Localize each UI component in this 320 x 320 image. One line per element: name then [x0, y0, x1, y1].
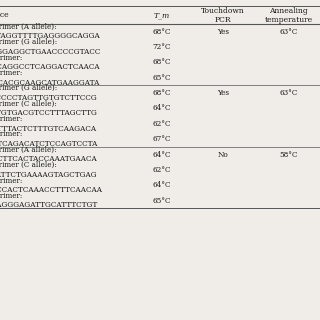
Text: 65°C: 65°C — [153, 197, 171, 205]
Text: Inner primer (C allele):
5’-TCAATTCTGAAAAGTAGCTGAG: Inner primer (C allele): 5’-TCAATTCTGAAA… — [0, 161, 98, 179]
Text: 64°C: 64°C — [153, 105, 171, 113]
Text: 64°C: 64°C — [153, 151, 171, 159]
Text: No: No — [218, 151, 229, 159]
Text: 58°C: 58°C — [279, 151, 298, 159]
Text: Inner primer (A allele):
5’-GCACTTCACTACCAAATGAACA: Inner primer (A allele): 5’-GCACTTCACTAC… — [0, 146, 98, 163]
Text: 62°C: 62°C — [153, 166, 171, 174]
Text: Yes: Yes — [217, 28, 229, 36]
Text: Outer primer:
5’-ACACAGGCCTCAGGACTCAACA: Outer primer: 5’-ACACAGGCCTCAGGACTCAACA — [0, 54, 100, 71]
Text: 63°C: 63°C — [279, 28, 298, 36]
Text: 72°C: 72°C — [153, 43, 171, 51]
Text: 64°C: 64°C — [153, 181, 171, 189]
Text: Outer primer:
5’-GGACACGCAAGCATGAAGGATA: Outer primer: 5’-GGACACGCAAGCATGAAGGATA — [0, 69, 100, 86]
Text: Touchdown
PCR: Touchdown PCR — [201, 7, 245, 24]
Text: 62°C: 62°C — [153, 120, 171, 128]
Text: T_m: T_m — [154, 11, 170, 19]
Text: Outer primer:
5’-CTCCCACTCAAACCTTTCAACAA: Outer primer: 5’-CTCCCACTCAAACCTTTCAACAA — [0, 177, 103, 194]
Text: 68°C: 68°C — [153, 59, 171, 67]
Text: 67°C: 67°C — [153, 135, 171, 143]
Text: Inner primer (G allele):
5’-CCTGGAGGCTGAACCCCGTACC: Inner primer (G allele): 5’-CCTGGAGGCTGA… — [0, 38, 101, 56]
Text: Annealing
temperature: Annealing temperature — [264, 7, 312, 24]
Text: Yes: Yes — [217, 89, 229, 97]
Text: Inner primer (A allele):
5’-CAATAGGTTTTGAGGGGCAGGA: Inner primer (A allele): 5’-CAATAGGTTTTG… — [0, 23, 100, 40]
Text: Outer primer:
5’-AGCTTTACTCTTTGTCAAGACA: Outer primer: 5’-AGCTTTACTCTTTGTCAAGACA — [0, 115, 97, 132]
Text: Sequence: Sequence — [0, 11, 10, 19]
Text: 63°C: 63°C — [279, 89, 298, 97]
Text: 65°C: 65°C — [153, 74, 171, 82]
Text: 68°C: 68°C — [153, 89, 171, 97]
Text: Outer primer:
5’-GCTAGGGAGATTGCATTTCTGT: Outer primer: 5’-GCTAGGGAGATTGCATTTCTGT — [0, 192, 98, 209]
Text: Outer primer:
5’-GCCTCAGACATCTCCAGTCCTA: Outer primer: 5’-GCCTCAGACATCTCCAGTCCTA — [0, 131, 98, 148]
Text: Inner primer (G allele):
5’-TTCCCCCTAGTTGTGTCTTCCG: Inner primer (G allele): 5’-TTCCCCCTAGTT… — [0, 84, 98, 102]
Text: 68°C: 68°C — [153, 28, 171, 36]
Text: Inner primer (C allele):
5’-CAATGTGACGTCCTTTAGCTTG: Inner primer (C allele): 5’-CAATGTGACGTC… — [0, 100, 98, 117]
